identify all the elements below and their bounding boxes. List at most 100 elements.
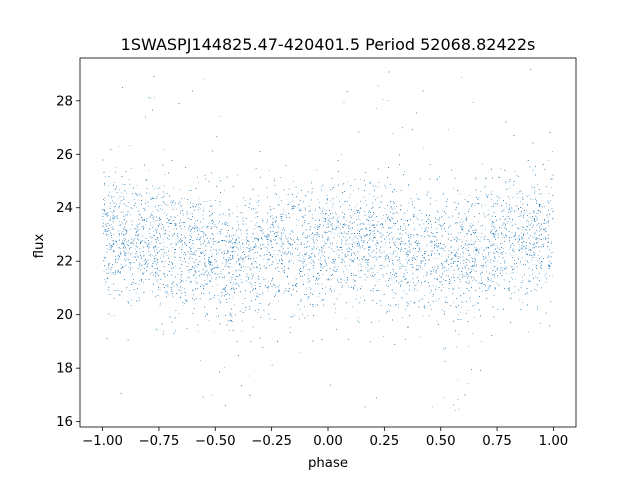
- data-point: [257, 195, 259, 197]
- data-point: [537, 242, 538, 244]
- data-point: [105, 175, 106, 177]
- data-point: [431, 224, 432, 225]
- data-point: [120, 200, 122, 201]
- data-point: [303, 219, 305, 221]
- data-point: [459, 274, 460, 276]
- data-point: [143, 227, 145, 229]
- data-point: [211, 285, 213, 287]
- data-point: [198, 206, 200, 208]
- data-point: [372, 207, 374, 209]
- data-point: [380, 247, 382, 248]
- data-point: [518, 249, 520, 251]
- data-point: [547, 221, 549, 222]
- data-point: [471, 333, 473, 335]
- data-point: [322, 267, 324, 269]
- data-point: [203, 233, 204, 235]
- data-point: [442, 244, 444, 246]
- data-point: [303, 259, 305, 261]
- data-point: [166, 246, 168, 248]
- data-point: [201, 227, 203, 229]
- data-point: [341, 239, 342, 241]
- data-point: [522, 242, 523, 244]
- data-point: [150, 196, 151, 198]
- data-point: [278, 227, 280, 229]
- data-point: [481, 205, 482, 207]
- data-point: [245, 309, 247, 311]
- data-point: [292, 181, 294, 183]
- data-point: [267, 261, 269, 263]
- data-point: [487, 209, 489, 211]
- data-point: [188, 276, 190, 278]
- data-point: [505, 225, 506, 227]
- data-point: [228, 208, 230, 210]
- data-point: [507, 222, 509, 224]
- data-point: [509, 248, 510, 250]
- data-point: [159, 304, 161, 306]
- data-point: [124, 245, 126, 247]
- data-point: [245, 238, 247, 240]
- data-point: [336, 196, 338, 198]
- data-point: [162, 209, 163, 210]
- data-point: [398, 306, 399, 308]
- data-point: [525, 260, 527, 262]
- data-point: [405, 228, 406, 230]
- data-point: [334, 290, 335, 292]
- data-point: [405, 283, 407, 285]
- data-point: [404, 244, 406, 246]
- data-point: [404, 273, 405, 275]
- data-point: [404, 171, 405, 172]
- data-point: [534, 276, 536, 278]
- data-point: [347, 285, 349, 287]
- data-point: [112, 250, 114, 252]
- data-point: [308, 274, 309, 276]
- data-point: [231, 267, 233, 269]
- data-point: [324, 260, 326, 261]
- data-point: [115, 166, 117, 168]
- data-point: [259, 271, 260, 273]
- data-point: [441, 225, 443, 227]
- data-point: [457, 223, 458, 225]
- data-point: [384, 185, 385, 186]
- data-point: [185, 280, 187, 282]
- data-point: [512, 271, 514, 273]
- y-axis-label: flux: [32, 234, 47, 259]
- data-point: [234, 304, 235, 306]
- data-point: [166, 213, 168, 215]
- data-point: [274, 193, 276, 195]
- data-point: [465, 275, 467, 277]
- data-point: [307, 269, 309, 271]
- data-point: [235, 250, 237, 252]
- data-point: [194, 230, 195, 232]
- data-point: [431, 309, 432, 310]
- data-point: [419, 199, 420, 201]
- data-point: [336, 227, 337, 229]
- data-point: [263, 254, 265, 256]
- data-point: [536, 284, 538, 286]
- data-point: [290, 253, 292, 255]
- data-point: [249, 249, 250, 250]
- data-point: [529, 274, 530, 276]
- data-point: [370, 247, 372, 249]
- data-point: [316, 277, 317, 279]
- data-point: [152, 291, 153, 293]
- data-point: [153, 234, 154, 236]
- data-point: [331, 206, 333, 208]
- data-point: [118, 230, 119, 232]
- data-point: [431, 295, 433, 297]
- data-point: [481, 272, 483, 274]
- data-point: [314, 208, 316, 210]
- data-point: [307, 299, 309, 300]
- data-point: [368, 240, 370, 241]
- data-point: [387, 100, 389, 101]
- data-point: [179, 225, 181, 227]
- data-point: [191, 258, 193, 260]
- data-point: [521, 257, 523, 259]
- data-point: [188, 262, 190, 264]
- data-point: [460, 254, 461, 255]
- data-point: [284, 251, 286, 253]
- data-point: [339, 293, 341, 295]
- data-point: [316, 239, 318, 240]
- data-point: [137, 230, 139, 232]
- data-point: [519, 298, 521, 300]
- data-point: [111, 211, 113, 213]
